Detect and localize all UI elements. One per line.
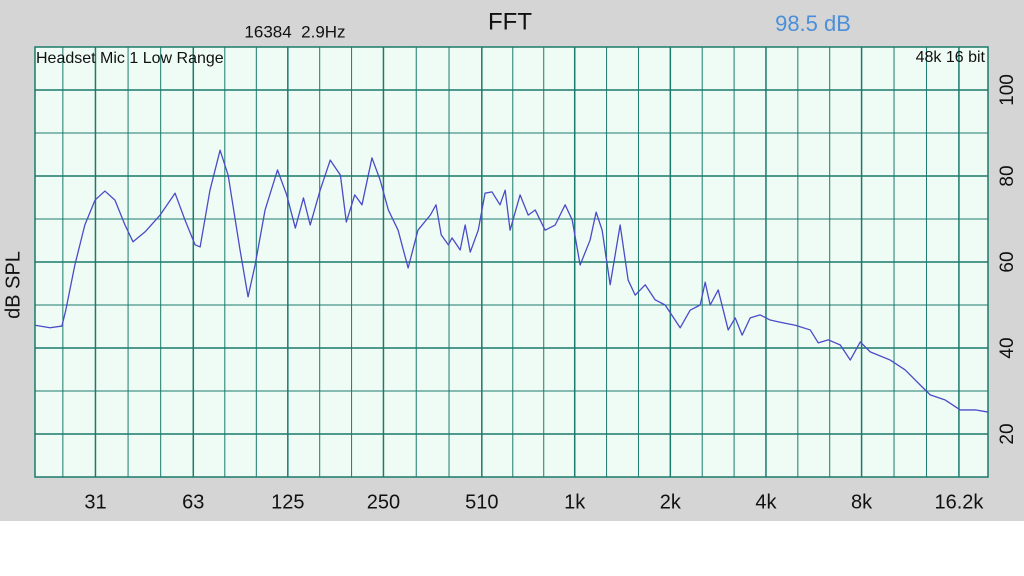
x-tick-label: 4k	[755, 491, 777, 513]
x-tick-label: 1k	[564, 491, 586, 513]
format-label: 48k 16 bit	[916, 49, 986, 66]
y-tick-label: 100	[997, 74, 1018, 106]
y-tick-label: 20	[997, 423, 1018, 444]
x-tick-label: 31	[84, 491, 106, 513]
y-tick-label: 80	[997, 165, 1018, 186]
grid	[35, 47, 988, 477]
spectrum-line	[34, 149, 989, 413]
chart-subtitle: 16384 2.9Hz	[244, 22, 345, 41]
plot-frame	[34, 46, 989, 478]
x-tick-label: 63	[182, 491, 204, 513]
level-readout: 98.5 dB	[775, 11, 851, 36]
x-tick-label: 16.2k	[934, 491, 984, 513]
y-axis-label: dB SPL	[2, 251, 24, 319]
x-tick-label: 2k	[660, 491, 682, 513]
x-tick-label: 510	[465, 491, 498, 513]
x-tick-label: 250	[367, 491, 400, 513]
marks	[34, 149, 989, 413]
y-tick-label: 60	[997, 251, 1018, 272]
chart-title: FFT	[488, 8, 532, 35]
x-tick-label: 125	[271, 491, 304, 513]
source-label: Headset Mic 1 Low Range	[36, 50, 224, 67]
x-tick-label: 8k	[851, 491, 873, 513]
y-tick-label: 40	[997, 337, 1018, 358]
